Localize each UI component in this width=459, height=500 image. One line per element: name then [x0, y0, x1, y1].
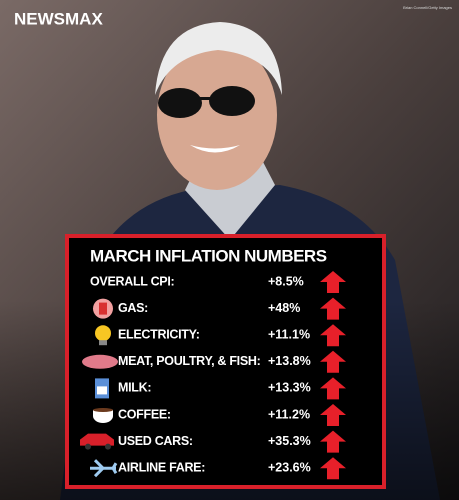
- row-label: GAS:: [118, 301, 148, 315]
- photo-credit: Brian Connell/Getty Images: [403, 5, 452, 10]
- row-label: COFFEE:: [118, 407, 171, 421]
- row-label: USED CARS:: [118, 434, 193, 448]
- fish-icon: [82, 354, 118, 369]
- up-arrow: [320, 324, 346, 347]
- row-value: +13.8%: [268, 354, 311, 368]
- bulb-icon: [95, 325, 111, 342]
- car-icon: [80, 433, 114, 446]
- row-value: +35.3%: [268, 434, 311, 448]
- gas-icon-pump: [99, 302, 107, 315]
- brand-logo: NEWSMAX: [14, 9, 103, 28]
- row-label: MILK:: [118, 381, 151, 395]
- car-wheel: [105, 443, 111, 450]
- up-arrow: [320, 271, 346, 293]
- coffee-icon-liquid: [93, 408, 113, 412]
- row-label: AIRLINE FARE:: [118, 460, 205, 474]
- car-wheel: [85, 443, 91, 450]
- row-value: +48%: [268, 301, 300, 315]
- up-arrow: [320, 430, 346, 453]
- row-value: +23.6%: [268, 460, 311, 474]
- up-arrow: [320, 350, 346, 373]
- row-value: +13.3%: [268, 381, 311, 395]
- up-arrow: [320, 404, 346, 426]
- row-label: ELECTRICITY:: [118, 327, 200, 341]
- coffee-icon: [93, 410, 113, 423]
- row-value: +11.2%: [268, 407, 310, 421]
- up-arrow: [320, 377, 346, 400]
- row-value: +11.1%: [268, 327, 310, 341]
- row-label: MEAT, POULTRY, & FISH:: [118, 354, 260, 368]
- table-rows: OVERALL CPI: +8.5% GAS: +48% ELECTRICITY: +11…: [80, 271, 346, 480]
- bulb-icon-base: [99, 340, 107, 346]
- row-label: OVERALL CPI:: [90, 274, 174, 288]
- up-arrow: [320, 297, 346, 320]
- plane-icon: [90, 459, 118, 478]
- table-title: MARCH INFLATION NUMBERS: [90, 246, 327, 265]
- up-arrow: [320, 457, 346, 480]
- row-value: +8.5%: [268, 274, 304, 288]
- milk-icon-label: [97, 386, 107, 395]
